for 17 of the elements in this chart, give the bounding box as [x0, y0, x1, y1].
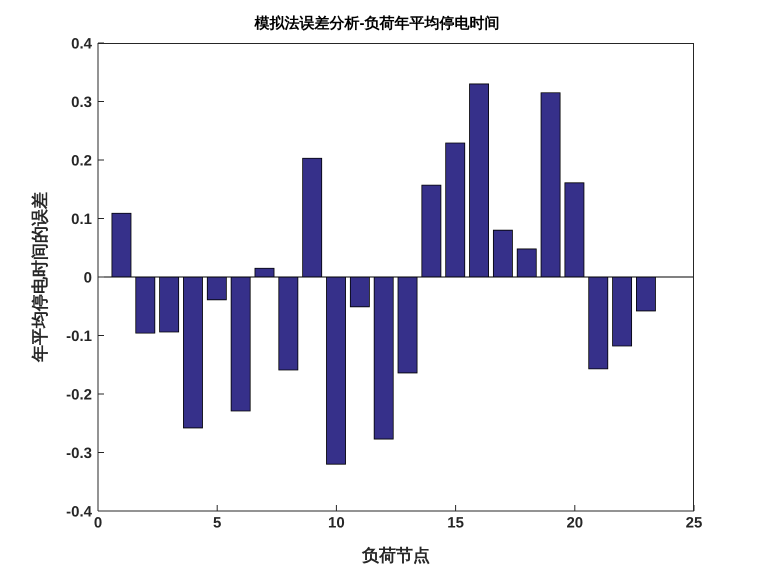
y-tick-label: -0.4: [66, 503, 93, 520]
y-tick-label: 0.2: [71, 152, 92, 170]
y-tick-label: 0.3: [71, 94, 92, 111]
chart-title: 模拟法误差分析-负荷年平均停电时间: [253, 14, 500, 33]
y-tick-label: -0.3: [66, 444, 92, 462]
y-tick-label: -0.2: [66, 386, 92, 404]
y-tick-label: 0.4: [71, 35, 93, 52]
x-axis-title: 负荷节点: [360, 545, 431, 567]
y-tick-label: 0.1: [71, 210, 92, 228]
y-tick-label: -0.1: [66, 328, 92, 345]
x-tick-label: 25: [686, 514, 702, 532]
y-tick-label: 0: [84, 269, 92, 286]
x-tick-label: 5: [213, 514, 222, 532]
x-tick-label: 20: [566, 514, 584, 532]
y-axis-title: 年平均停电时间的误差: [30, 192, 50, 362]
x-tick-label: 15: [447, 514, 464, 532]
x-tick-label: 10: [328, 514, 345, 532]
